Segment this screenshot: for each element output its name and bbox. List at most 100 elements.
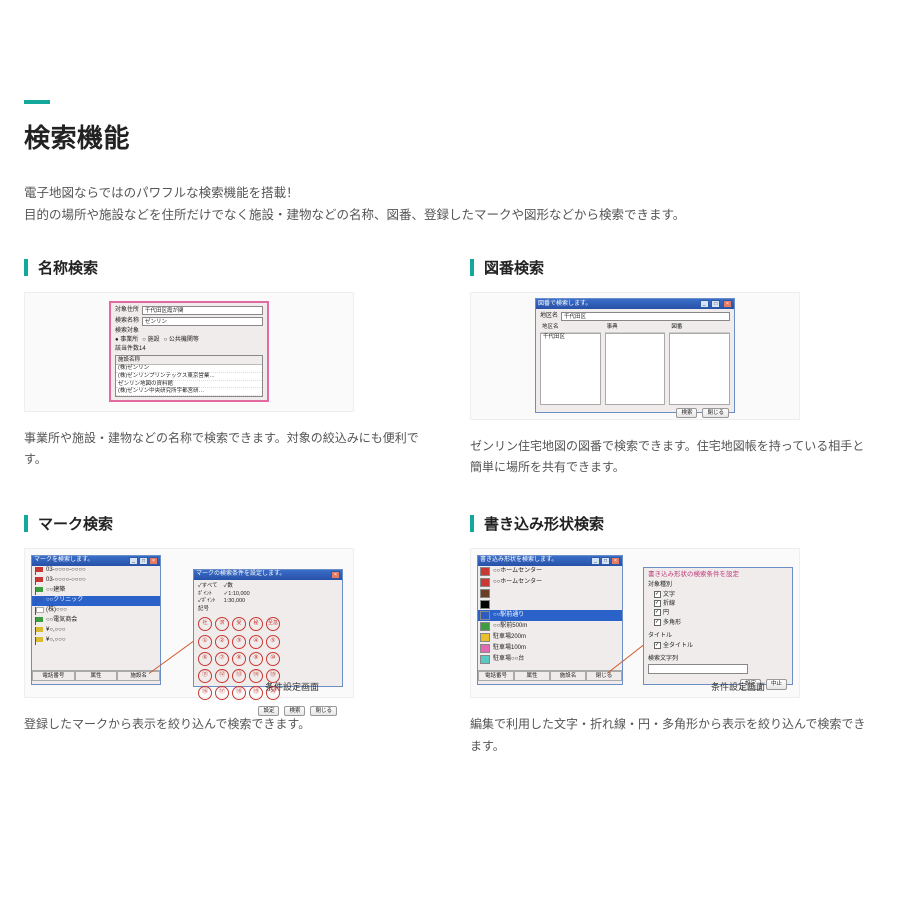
maximize-icon[interactable]: □ [601,557,610,565]
stamp-icon[interactable]: 受 [232,617,246,631]
digit-circle[interactable]: ⑪ [198,669,212,683]
name-input[interactable]: ゼンリン [142,317,263,326]
shape-row[interactable]: ○○駅前500m [478,621,622,632]
jiten-list[interactable] [605,333,666,405]
search-button[interactable]: 検索 [284,706,305,716]
area-list[interactable]: 千代田区 [540,333,601,405]
maximize-icon[interactable]: □ [139,557,148,565]
kind-checkbox[interactable]: 円 [654,609,788,618]
tab[interactable]: 施設名 [550,671,586,681]
close-icon[interactable]: × [611,557,620,565]
stamp-icon[interactable]: 社 [198,617,212,631]
mark-row[interactable]: 03-○○○○-○○○○ [32,566,160,576]
tab[interactable]: 閉じる [586,671,622,681]
shape-row[interactable]: 駐車場200m [478,632,622,643]
digit-circle[interactable]: ⑥ [198,652,212,666]
digit-circle[interactable]: ⑭ [249,669,263,683]
minimize-icon[interactable]: _ [591,557,600,565]
radio-public[interactable]: ○ 公共機関等 [164,337,199,344]
mark-row[interactable]: ○○クリニック [32,596,160,606]
window-titlebar: マークの検索条件を設定します。 × [194,570,342,580]
search-string-input[interactable] [648,664,748,674]
digit-circle[interactable]: ① [198,635,212,649]
radio-facility[interactable]: ○ 施設 [142,337,159,344]
option-item[interactable]: ✓ﾎﾟｲﾝﾄ [198,598,218,606]
radio-business[interactable]: ● 事業所 [115,337,138,344]
digit-circle[interactable]: ⑫ [215,669,229,683]
minimize-icon[interactable]: _ [129,557,138,565]
tab[interactable]: 属性 [75,671,118,681]
shape-row[interactable] [478,588,622,599]
digit-circle[interactable]: ⑦ [215,652,229,666]
shape-row[interactable] [478,599,622,610]
mark-label: ○○建築 [46,587,65,594]
option-item[interactable]: ✓1:10,000 [224,591,250,599]
option-item[interactable]: 記号 [198,606,218,614]
digit-circle[interactable]: ② [215,635,229,649]
digit-circle[interactable]: ⑲ [249,686,263,700]
target-input[interactable]: 千代田区霞が関 [142,306,263,315]
group-kind-header: 対象種別 [648,582,788,589]
stamp-icon[interactable]: 至急 [266,617,280,631]
option-item[interactable]: ✓数 [224,583,250,591]
area-input[interactable]: 千代田区 [561,312,730,321]
shape-row[interactable]: 駐車場○○台 [478,654,622,665]
digit-circle[interactable]: ⑬ [232,669,246,683]
title-checkbox[interactable]: 全タイトル [654,642,788,651]
zuban-list[interactable] [669,333,730,405]
kind-checkbox[interactable]: 多角形 [654,619,788,628]
mark-row[interactable]: ¥○,○○○ [32,626,160,636]
cancel-button[interactable]: 中止 [766,679,787,689]
digit-circle[interactable]: ⑧ [232,652,246,666]
mark-row[interactable]: 03-○○○○-○○○○ [32,576,160,586]
tab[interactable]: 属性 [514,671,550,681]
list-item[interactable]: 千代田区 [541,334,600,341]
result-item[interactable]: (株)ゼンリンプリンテックス東京営業… [116,373,262,381]
set-button[interactable]: 設定 [258,706,279,716]
result-item[interactable]: (株)ゼンリン中央研究所宇都宮研… [116,388,262,396]
tab[interactable]: 電話番号 [32,671,75,681]
mark-row[interactable]: ¥○,○○○ [32,636,160,646]
digit-circle[interactable]: ⑯ [198,686,212,700]
shape-row[interactable]: ○○ホームセンター [478,577,622,588]
result-item[interactable]: (株)ゼンリン [116,365,262,373]
digit-circle[interactable]: ⑨ [249,652,263,666]
mark-row[interactable]: ○○電気商会 [32,616,160,626]
kind-checkbox[interactable]: 折線 [654,600,788,609]
intro-text: 電子地図ならではのパワフルな検索機能を搭載！ 目的の場所や施設などを住所だけでな… [24,183,876,227]
close-icon[interactable]: × [331,571,340,579]
digit-circle[interactable]: ③ [232,635,246,649]
mark-row[interactable]: (株)○○○ [32,606,160,616]
window-titlebar: 書き込み形状を検索します。 _□× [478,556,622,566]
tab[interactable]: 施設名 [117,671,160,681]
shape-row[interactable]: ○○ホームセンター [478,566,622,577]
close-icon[interactable]: × [149,557,158,565]
kind-checkbox[interactable]: 文字 [654,591,788,600]
stamp-icon[interactable]: 秘 [249,617,263,631]
close-icon[interactable]: × [723,300,732,308]
thumbnail-zuban-search: 図番で検索します。 _ □ × 地区名千代田区 地区名 千代田区 [470,292,800,420]
mark-row[interactable]: ○○建築 [32,586,160,596]
mark-label: 03-○○○○-○○○○ [46,577,86,584]
close-button[interactable]: 閉じる [702,408,729,418]
shape-row[interactable]: 駐車場100m [478,643,622,654]
tab[interactable]: 電話番号 [478,671,514,681]
stamp-icon[interactable]: 済 [215,617,229,631]
flag-icon [34,587,44,595]
results-list[interactable]: 施設名称 (株)ゼンリン (株)ゼンリンプリンテックス東京営業… ゼンリン地図の… [115,355,263,397]
option-item[interactable]: ✓すべて [198,583,218,591]
area-label: 地区名 [540,313,558,320]
maximize-icon[interactable]: □ [711,300,720,308]
minimize-icon[interactable]: _ [700,300,709,308]
digit-circle[interactable]: ⑱ [232,686,246,700]
search-button[interactable]: 検索 [676,408,697,418]
digit-circle[interactable]: ⑩ [266,652,280,666]
shape-row[interactable]: ○○駅前通り [478,610,622,621]
option-item[interactable]: 1:30,000 [224,598,250,606]
feature-mark-search: マーク検索 マークを検索します。 _□× 03-○○○○-○○○○03-○○○○… [24,513,430,757]
close-button[interactable]: 閉じる [310,706,337,716]
digit-circle[interactable]: ④ [249,635,263,649]
window-title: 図番で検索します。 [538,301,591,308]
digit-circle[interactable]: ⑤ [266,635,280,649]
digit-circle[interactable]: ⑰ [215,686,229,700]
